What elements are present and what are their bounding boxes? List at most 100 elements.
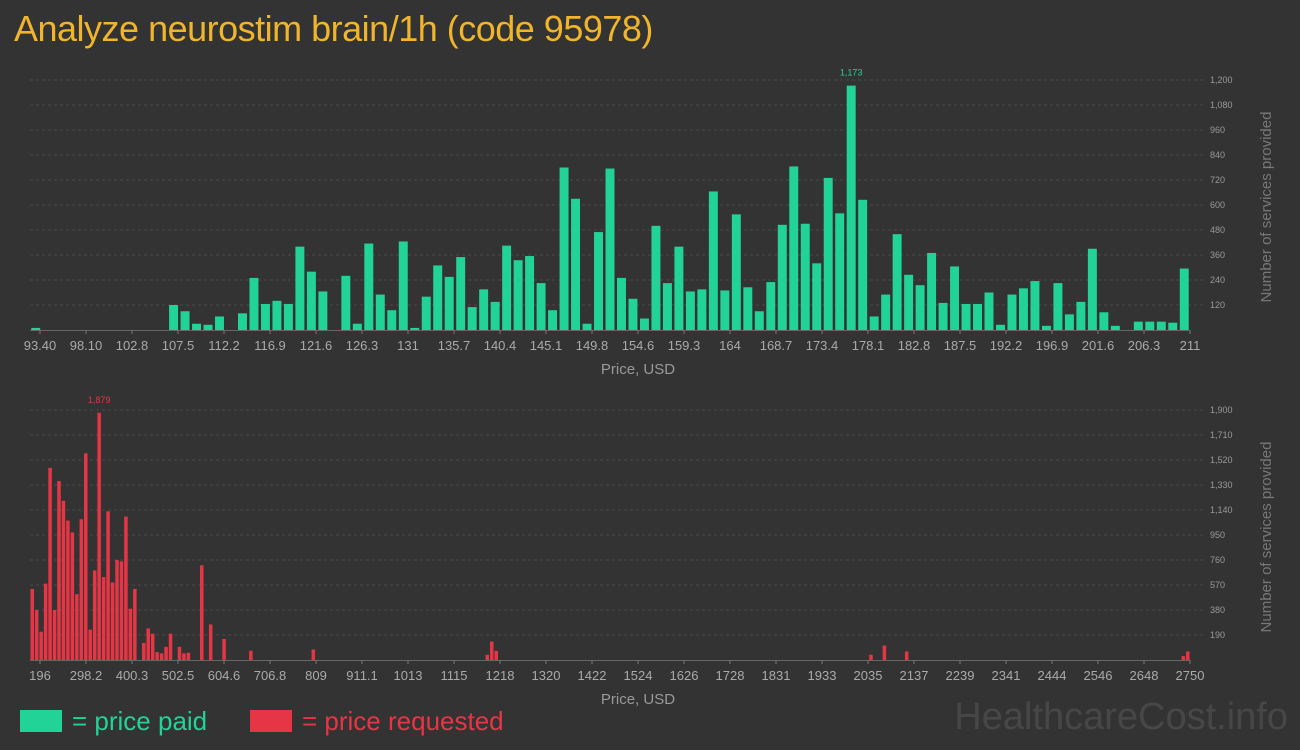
bar [904, 274, 914, 330]
y-tick-label: 840 [1210, 150, 1225, 160]
x-tick-label: 1218 [486, 668, 515, 683]
bar [88, 629, 92, 660]
bar [1181, 656, 1186, 660]
bar [490, 301, 500, 330]
x-tick-label: 298.2 [70, 668, 103, 683]
bar [410, 327, 420, 330]
x-axis-label: Price, USD [601, 691, 675, 708]
bar [31, 327, 41, 330]
y-tick-label: 1,900 [1210, 405, 1233, 415]
y-tick-label: 190 [1210, 630, 1225, 640]
x-tick-label: 400.3 [116, 668, 149, 683]
bar [927, 252, 937, 330]
y-tick-label: 950 [1210, 530, 1225, 540]
bar [835, 213, 845, 330]
bar [30, 588, 34, 660]
bar [858, 199, 868, 330]
bar [200, 565, 204, 660]
x-tick-label: 131 [397, 338, 419, 353]
x-tick-label: 2444 [1038, 668, 1067, 683]
bar [146, 628, 150, 660]
x-tick-label: 2035 [854, 668, 883, 683]
x-tick-label: 2341 [992, 668, 1021, 683]
bar [777, 224, 787, 330]
y-tick-label: 480 [1210, 225, 1225, 235]
bar [92, 570, 97, 660]
legend-paid: = price paid [20, 704, 207, 738]
bar [222, 638, 226, 660]
bar [467, 307, 477, 330]
bar [639, 318, 649, 330]
bar [479, 289, 489, 330]
x-tick-label: 178.1 [852, 338, 885, 353]
bar [433, 265, 443, 330]
bar [387, 310, 397, 330]
bar [961, 303, 971, 330]
bar [180, 311, 190, 330]
bar [754, 311, 764, 330]
legend-requested-label: = price requested [302, 705, 504, 736]
bar [110, 582, 115, 660]
bar [249, 650, 253, 660]
bar [128, 608, 133, 660]
x-tick-label: 98.10 [70, 338, 103, 353]
bar [628, 298, 638, 330]
bar [133, 588, 137, 660]
bar [789, 166, 799, 330]
bar [43, 583, 48, 660]
bar [973, 303, 983, 330]
bar [720, 290, 730, 330]
x-tick-label: 2546 [1084, 668, 1113, 683]
bar [766, 282, 776, 330]
bar [97, 412, 101, 660]
bar [124, 516, 128, 660]
bar [52, 610, 57, 660]
y-tick-label: 760 [1210, 555, 1225, 565]
bar [1030, 281, 1040, 330]
x-tick-label: 112.2 [208, 338, 240, 353]
x-tick-label: 1013 [394, 668, 423, 683]
bar [75, 594, 79, 660]
bar [215, 316, 224, 330]
x-tick-label: 196 [29, 668, 51, 683]
bar [237, 313, 247, 330]
bar [142, 642, 146, 660]
x-tick-label: 1422 [578, 668, 607, 683]
x-tick-label: 145.1 [530, 338, 563, 353]
bar [513, 260, 523, 330]
bar [444, 276, 454, 330]
x-tick-label: 604.6 [208, 668, 241, 683]
y-tick-label: 600 [1210, 200, 1225, 210]
bar [915, 285, 925, 330]
y-tick-label: 570 [1210, 580, 1225, 590]
bar [150, 633, 155, 660]
legend-paid-label: = price paid [72, 705, 208, 736]
x-axis-label: Price, USD [601, 361, 675, 378]
bar [605, 168, 615, 330]
x-tick-label: 102.8 [116, 338, 149, 353]
bar [881, 294, 891, 330]
bar [1064, 314, 1074, 330]
x-tick-label: 1831 [762, 668, 791, 683]
x-tick-label: 2750 [1176, 668, 1205, 683]
bar [208, 624, 213, 660]
x-tick-label: 159.3 [668, 338, 701, 353]
bar [182, 653, 186, 660]
bar [260, 303, 270, 330]
bar [502, 245, 512, 330]
bar [70, 532, 75, 660]
x-tick-label: 2137 [900, 668, 929, 683]
x-tick-label: 502.5 [162, 668, 195, 683]
y-tick-label: 1,080 [1210, 100, 1233, 110]
bar [169, 305, 179, 330]
bar [1179, 268, 1189, 330]
bar [283, 303, 293, 330]
x-tick-label: 140.4 [484, 338, 517, 353]
bar [651, 225, 661, 330]
bar [869, 316, 879, 330]
bar [617, 277, 626, 330]
bar [421, 296, 431, 330]
x-tick-label: 1115 [441, 668, 468, 683]
y-tick-label: 1,520 [1210, 455, 1233, 465]
